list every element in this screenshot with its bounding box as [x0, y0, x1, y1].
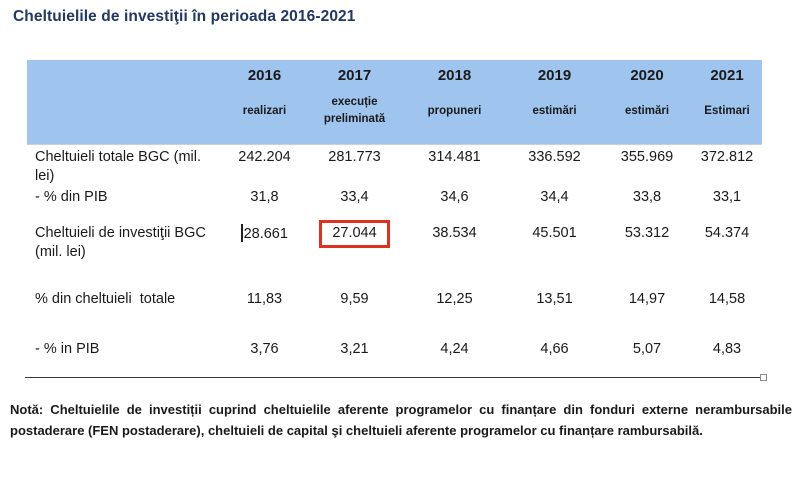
cell-value: 9,59 [340, 291, 369, 307]
header-col-2018: 2018 propuneri [402, 60, 507, 144]
header-col-2019: 2019 estimări [507, 60, 602, 144]
year-label: 2019 [537, 67, 572, 84]
cell-value: 314.481 [428, 149, 481, 165]
cell-value: 28.661 [222, 224, 307, 270]
cell-value: 14,97 [628, 291, 666, 307]
cell-value: 242.204 [238, 149, 291, 165]
cell-value: 34,6 [440, 189, 469, 205]
cell-value: 5,07 [632, 341, 662, 357]
year-label: 2018 [437, 67, 472, 84]
year-label: 2020 [630, 67, 664, 84]
cell-value: 33,8 [632, 189, 662, 205]
cell-value: 27.044 [307, 220, 402, 270]
page-title: Cheltuielile de investiţii în perioada 2… [13, 8, 356, 25]
resize-handle[interactable] [760, 374, 767, 381]
table-row: Cheltuieli de investiţii BGC (mil. lei) … [27, 220, 762, 270]
cell-value: 12,25 [436, 291, 473, 307]
cell-value: 53.312 [624, 225, 670, 241]
cell-value: 45.501 [532, 225, 577, 241]
cell-value: 4,24 [440, 341, 469, 357]
year-label: 2021 [710, 67, 744, 84]
investments-table: 2016 realizari 2017 execuție preliminată… [27, 60, 762, 365]
cell-value: 3,21 [340, 341, 369, 357]
cell-value: 38.534 [432, 225, 477, 241]
year-sublabel: estimări [532, 104, 577, 117]
cell-value: 33,4 [340, 189, 369, 205]
header-col-2020: 2020 estimări [602, 60, 692, 144]
header-col-2016: 2016 realizari [222, 60, 307, 144]
cell-value: 4,83 [712, 341, 742, 357]
row-label: % din cheltuieli totale [35, 291, 176, 307]
year-label: 2017 [337, 67, 372, 84]
cell-value: 281.773 [328, 149, 381, 165]
cell-value: 336.592 [528, 149, 581, 165]
cell-value: 372.812 [700, 149, 754, 165]
cell-value: 355.969 [620, 149, 674, 165]
note-paragraph: Notă: Cheltuielile de investiții cuprind… [10, 402, 792, 438]
table-row: - % in PIB 3,76 3,21 4,24 4,66 5,07 4,83 [27, 340, 762, 365]
cell-text: 28.661 [243, 226, 288, 242]
table-row: - % din PIB 31,8 33,4 34,6 34,4 33,8 33,… [27, 188, 762, 218]
year-sublabel: realizari [242, 104, 287, 117]
header-col-2021: 2021 Estimari [692, 60, 762, 144]
row-label: Cheltuieli de investiţii BGC (mil. lei) [35, 225, 210, 260]
year-sublabel: execuție preliminată [323, 96, 386, 125]
cell-value: 34,4 [540, 189, 569, 205]
table-bottom-border-line [25, 374, 767, 381]
cell-value: 13,51 [536, 291, 573, 307]
table-row: % din cheltuieli totale 11,83 9,59 12,25… [27, 290, 762, 320]
cell-value: 3,76 [250, 341, 279, 357]
year-sublabel: Estimari [704, 104, 750, 117]
cell-value: 33,1 [712, 189, 742, 205]
cell-value: 31,8 [250, 189, 279, 205]
highlight-box: 27.044 [319, 220, 390, 248]
header-col-2017: 2017 execuție preliminată [307, 60, 402, 144]
cell-value: 4,66 [540, 341, 569, 357]
year-sublabel: estimări [624, 104, 670, 117]
cell-value: 54.374 [704, 225, 750, 241]
header-empty-cell [27, 60, 222, 144]
year-sublabel: propuneri [427, 104, 482, 117]
year-label: 2016 [247, 67, 282, 84]
row-label: - % in PIB [35, 341, 100, 357]
table-row: Cheltuieli totale BGC (mil. lei) 242.204… [27, 148, 762, 188]
cell-value: 14,58 [708, 291, 746, 307]
text-cursor [241, 224, 243, 242]
row-label: - % din PIB [35, 189, 108, 205]
row-label: Cheltuieli totale BGC (mil. lei) [35, 149, 206, 184]
cell-value: 11,83 [246, 291, 283, 307]
table-header-row: 2016 realizari 2017 execuție preliminată… [27, 60, 762, 145]
